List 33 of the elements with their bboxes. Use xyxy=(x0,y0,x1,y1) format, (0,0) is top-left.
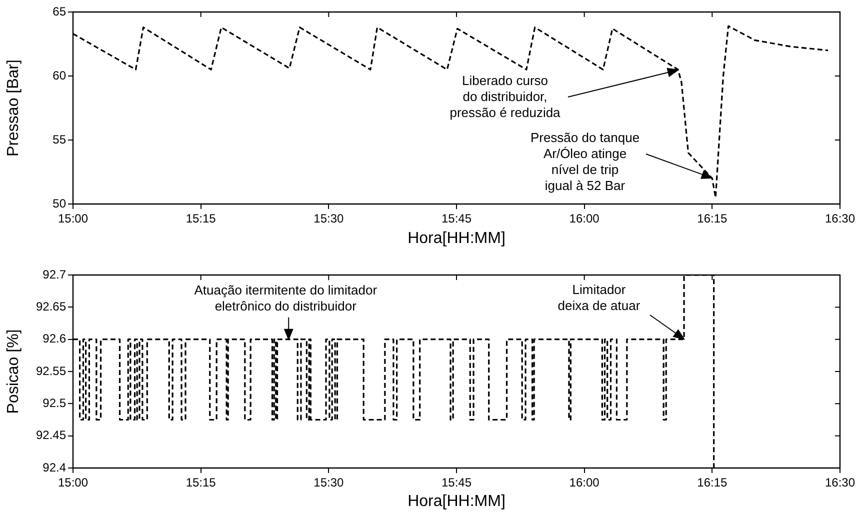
y-tick-label: 92.45 xyxy=(36,428,66,442)
x-tick-label: 16:30 xyxy=(824,476,856,490)
y-axis-title: Pressao [Bar] xyxy=(5,60,22,156)
x-axis-title: Hora[HH:MM] xyxy=(408,230,506,247)
x-tick-label: 16:15 xyxy=(697,212,728,226)
x-tick-label: 15:30 xyxy=(314,212,344,226)
x-tick-label: 15:45 xyxy=(441,476,472,490)
x-tick-label: 15:15 xyxy=(186,476,216,490)
x-tick-label: 15:00 xyxy=(58,212,88,226)
x-tick-label: 15:30 xyxy=(314,476,344,490)
x-tick-label: 15:15 xyxy=(186,212,216,226)
y-tick-label: 65 xyxy=(52,4,66,18)
x-tick-label: 16:00 xyxy=(569,212,600,226)
y-tick-label: 92.7 xyxy=(42,267,66,282)
y-tick-label: 92.65 xyxy=(36,299,66,314)
y-tick-label: 60 xyxy=(52,68,66,82)
y-tick-label: 92.55 xyxy=(36,364,66,378)
annotation: Limitador deixa de atuar xyxy=(558,282,641,313)
annotation: Atuação itermitente do limitador eletrônico do distribuidor xyxy=(194,282,378,314)
annotation: Pressão do tanque Ar/Óleo atinge nível de trip igual à 52 Bar xyxy=(530,130,640,193)
x-tick-label: 15:00 xyxy=(58,476,88,490)
y-tick-label: 50 xyxy=(52,196,66,210)
y-tick-label: 92.6 xyxy=(42,332,66,346)
y-axis-title: Posicao [%] xyxy=(5,329,22,414)
y-tick-label: 92.4 xyxy=(42,460,66,474)
x-tick-label: 16:00 xyxy=(569,476,600,490)
y-tick-label: 92.5 xyxy=(42,396,66,410)
x-tick-label: 16:15 xyxy=(697,476,728,490)
y-tick-label: 55 xyxy=(52,132,66,146)
x-tick-label: 15:45 xyxy=(441,212,472,226)
x-tick-label: 16:30 xyxy=(824,212,856,226)
x-axis-title: Hora[HH:MM] xyxy=(408,492,506,510)
annotation: Liberado curso do distribuidor, pressão é reduzida xyxy=(450,73,562,120)
